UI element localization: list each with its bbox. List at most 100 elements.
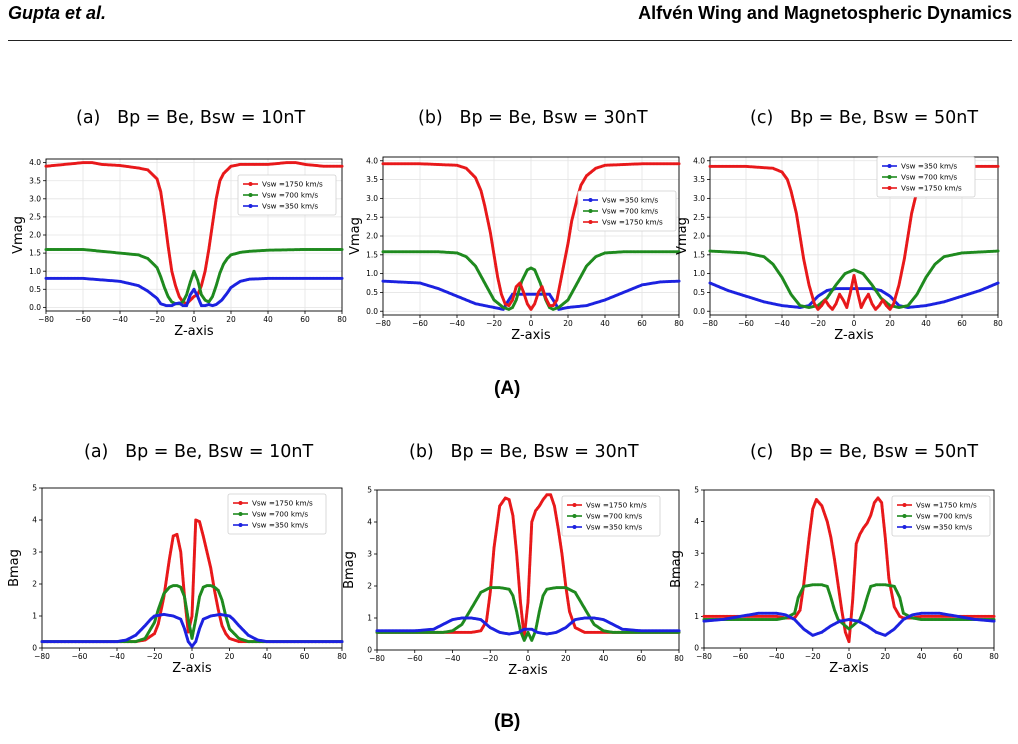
- legend-label: Vsw =700 km/s: [252, 510, 308, 519]
- series-markers-blue: [40, 612, 343, 648]
- legend-marker: [248, 193, 253, 197]
- y-axis-label: Vmag: [675, 217, 690, 255]
- data-point: [677, 250, 681, 254]
- x-tick-label: 0: [190, 652, 195, 661]
- legend-box: [577, 190, 677, 232]
- x-axis-label: Z-axis: [172, 661, 212, 676]
- x-tick-label: 80: [337, 315, 347, 324]
- legend-marker: [588, 198, 593, 202]
- x-tick-label: 0: [529, 319, 534, 328]
- x-tick-label: 60: [957, 319, 967, 328]
- y-tick-label: 3: [32, 548, 37, 557]
- caption-A-a: (a) Bp = Be, Bsw = 10nT: [76, 108, 306, 128]
- x-tick-label: 20: [563, 319, 573, 328]
- x-axis-label: Z-axis: [511, 328, 551, 343]
- legend-box: [876, 156, 976, 198]
- y-tick-label: 5: [32, 484, 37, 493]
- x-tick-label: 40: [599, 654, 609, 663]
- y-tick-label: 0: [32, 644, 37, 653]
- legend-marker: [887, 186, 892, 190]
- legend-box: [227, 493, 327, 535]
- y-tick-label: 2.5: [693, 213, 705, 222]
- legend-label: Vsw =700 km/s: [901, 173, 957, 182]
- x-tick-label: −80: [369, 654, 385, 663]
- x-tick-label: −40: [449, 319, 465, 328]
- x-tick-label: −60: [75, 315, 91, 324]
- x-tick-label: −80: [34, 652, 50, 661]
- y-tick-label: 0.5: [366, 288, 378, 297]
- y-axis-label: Vmag: [348, 217, 363, 255]
- legend: Vsw =350 km/s Vsw =700 km/s Vsw =1750 km/s: [577, 190, 677, 232]
- legend-marker: [248, 182, 253, 186]
- y-axis-label: Vmag: [11, 216, 26, 254]
- x-tick-label: 80: [674, 654, 684, 663]
- y-tick-label: 5: [367, 486, 372, 495]
- plot-panel-B-a: −80 −60 −40 −20 0 20 40 60 80012345Z-axisBmagVsw…: [7, 484, 347, 676]
- legend-marker: [887, 164, 892, 168]
- legend-label: Vsw =350 km/s: [262, 202, 318, 211]
- y-tick-label: 0: [367, 646, 372, 655]
- x-tick-label: 0: [192, 315, 197, 324]
- legend-label: Vsw =1750 km/s: [262, 180, 323, 189]
- x-tick-label: −40: [109, 652, 125, 661]
- x-tick-label: 40: [600, 319, 610, 328]
- series-markers-blue: [375, 616, 680, 636]
- x-tick-label: −80: [38, 315, 54, 324]
- x-tick-label: 20: [561, 654, 571, 663]
- x-tick-label: −20: [486, 319, 502, 328]
- series-markers-red: [381, 162, 680, 311]
- y-tick-label: 3.5: [693, 175, 705, 184]
- y-tick-label: 0.5: [29, 285, 41, 294]
- series-markers-green: [44, 247, 343, 306]
- legend-label: Vsw =350 km/s: [602, 196, 658, 205]
- y-tick-label: 1.5: [29, 249, 41, 258]
- series-markers-red: [40, 518, 343, 644]
- legend-label: Vsw =350 km/s: [252, 521, 308, 530]
- x-tick-label: −40: [774, 319, 790, 328]
- y-tick-label: 1.5: [693, 250, 705, 259]
- y-tick-label: 2: [367, 582, 372, 591]
- data-point: [340, 276, 344, 280]
- y-tick-label: 2.0: [29, 231, 41, 240]
- legend-label: Vsw =700 km/s: [602, 207, 658, 216]
- data-point: [677, 162, 681, 166]
- plot-panel-A-a: −80 −60 −40 −20 0 20 40 60 800.00.51.01.52.02.53…: [11, 158, 347, 339]
- y-tick-label: 1.0: [693, 269, 705, 278]
- plot-panel-B-b: −80 −60 −40 −20 0 20 40 60 80012345Z-axisBmagVsw…: [342, 486, 684, 678]
- x-tick-label: −60: [407, 654, 423, 663]
- legend-label: Vsw =350 km/s: [901, 162, 957, 171]
- x-tick-label: 80: [674, 319, 684, 328]
- y-tick-label: 1.5: [366, 250, 378, 259]
- x-tick-label: 0: [852, 319, 857, 328]
- caption-B-c: (c) Bp = Be, Bsw = 50nT: [750, 442, 979, 462]
- y-tick-label: 0.0: [366, 307, 378, 316]
- y-tick-label: 2.0: [366, 232, 378, 241]
- x-tick-label: −60: [738, 319, 754, 328]
- caption-A-c: (c) Bp = Be, Bsw = 50nT: [750, 108, 979, 128]
- x-tick-label: 60: [300, 315, 310, 324]
- figure-label-B: (B): [494, 711, 521, 732]
- figure-label-A: (A): [494, 378, 521, 399]
- y-tick-label: 3.0: [366, 194, 378, 203]
- x-tick-label: 0: [526, 654, 531, 663]
- data-point: [340, 247, 344, 251]
- legend-label: Vsw =1750 km/s: [602, 218, 663, 227]
- x-tick-label: −20: [149, 315, 165, 324]
- data-point: [340, 164, 344, 168]
- data-point: [677, 279, 681, 283]
- y-axis-label: Bmag: [342, 551, 357, 589]
- x-tick-label: −40: [112, 315, 128, 324]
- data-point: [340, 640, 344, 644]
- legend-box: [237, 174, 337, 216]
- x-tick-label: 60: [637, 319, 647, 328]
- legend-marker: [238, 512, 243, 516]
- legend-label: Vsw =1750 km/s: [252, 499, 313, 508]
- x-tick-label: −20: [482, 654, 498, 663]
- y-tick-label: 3.5: [29, 176, 41, 185]
- data-point: [996, 249, 1000, 253]
- series-markers-red: [44, 161, 343, 306]
- y-tick-label: 3.0: [29, 194, 41, 203]
- y-tick-label: 1.0: [29, 267, 41, 276]
